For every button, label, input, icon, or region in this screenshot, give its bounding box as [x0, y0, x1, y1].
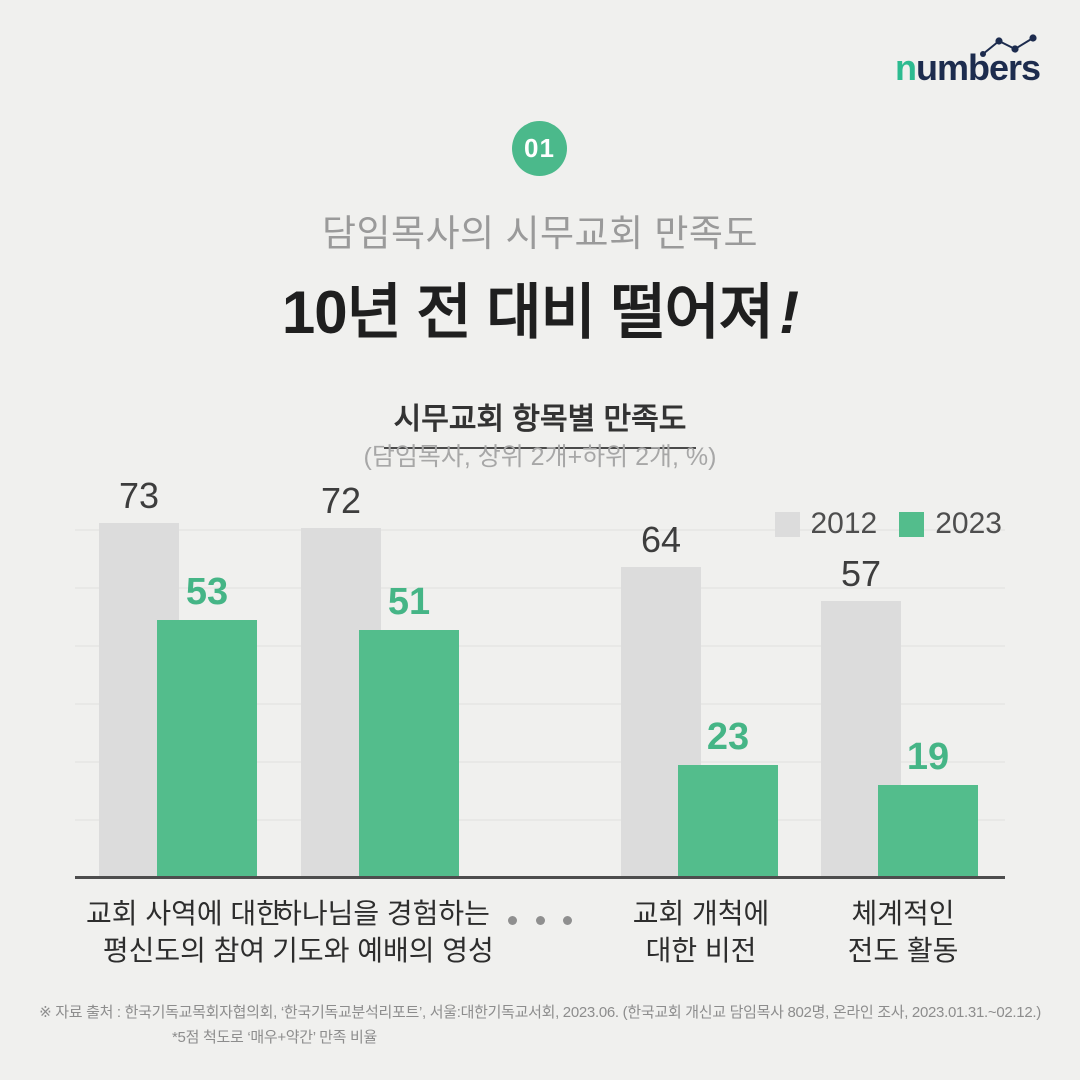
chart-subtitle: (담임목사, 상위 2개+하위 2개, %) — [363, 443, 717, 471]
category-label: 하나님을 경험하는 기도와 예배의 영성 — [272, 898, 494, 966]
dot-icon — [535, 916, 545, 925]
legend-item-2023: 2023 — [899, 507, 1002, 541]
value-label-2023: 23 — [706, 716, 750, 758]
main-title-exclaim: ! — [779, 279, 799, 346]
bar-2023 — [359, 630, 459, 877]
value-label-2012: 64 — [640, 519, 682, 560]
main-title: 10년 전 대비 떨어져! — [0, 264, 1080, 351]
main-title-text: 10년 전 대비 떨어져 — [281, 279, 774, 346]
value-label-2012: 72 — [320, 480, 362, 521]
value-label-2023: 19 — [906, 736, 950, 778]
chart-title: 시무교회 항목별 만족도 — [0, 394, 1080, 449]
category-label: 교회 사역에 대한 평신도의 참여 — [86, 898, 282, 966]
logo-letters-umbers: umbers — [915, 47, 1041, 88]
header-subtitle: 담임목사의 시무교회 만족도 — [321, 213, 759, 254]
value-label-2012: 73 — [118, 475, 160, 516]
logo-zigzag-icon — [980, 34, 1037, 57]
dot-icon — [508, 916, 517, 925]
bar-2023 — [678, 765, 778, 877]
category-label: 체계적인 전도 활동 — [847, 898, 959, 966]
chart-baseline — [75, 876, 1005, 879]
bar-2023 — [878, 785, 978, 877]
legend: 2012 2023 — [774, 507, 1002, 541]
footer-note: *5점 척도로 ‘매우+약간’ 만족 비율 — [172, 1029, 378, 1046]
dot-icon — [563, 916, 572, 925]
footer-source: ※ 자료 출처 : 한국기독교목회자협의회, ‘한국기독교분석리포트’, 서울:… — [39, 1004, 1041, 1021]
value-label-2023: 51 — [387, 581, 431, 623]
logo-text: numbers — [894, 47, 1041, 88]
legend-swatch-2012 — [774, 511, 800, 537]
legend-swatch-2023 — [899, 511, 925, 537]
section-badge: 01 — [512, 121, 567, 176]
bar-2023 — [157, 620, 257, 877]
category-label: 교회 개척에 대한 비전 — [632, 898, 770, 966]
legend-label-2023: 2023 — [935, 507, 1002, 540]
value-label-2012: 57 — [840, 553, 882, 594]
logo-letter-n: n — [894, 47, 917, 88]
legend-label-2012: 2012 — [810, 507, 878, 540]
legend-item-2012: 2012 — [774, 507, 878, 541]
numbers-logo: numbers — [880, 34, 1041, 88]
ellipsis-separator — [508, 916, 572, 925]
value-label-2023: 53 — [185, 571, 229, 613]
